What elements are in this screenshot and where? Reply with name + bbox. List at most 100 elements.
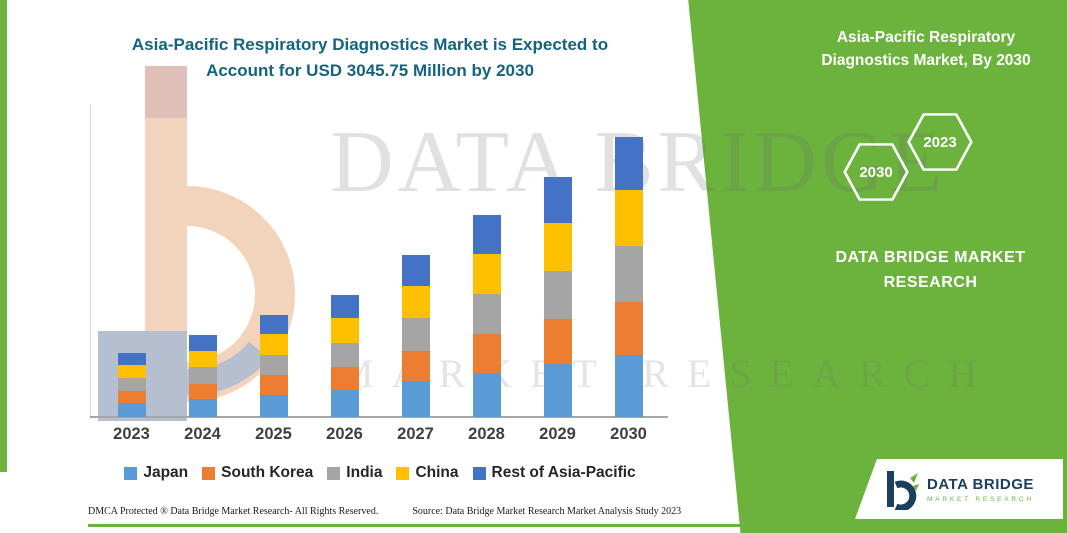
hexagon-year-label: 2030 bbox=[859, 163, 893, 181]
bar-segment-china bbox=[401, 285, 430, 319]
x-axis-line bbox=[90, 416, 668, 418]
legend-swatch-india bbox=[327, 466, 341, 480]
bar-segment-china bbox=[117, 365, 146, 379]
legend-label-china: China bbox=[415, 464, 459, 481]
x-axis-tick-labels: 2023 2024 2025 2026 2027 2028 2029 2030 bbox=[96, 425, 664, 444]
bar-segment-japan bbox=[614, 355, 643, 417]
legend-item-india: India bbox=[327, 464, 382, 482]
stacked-bar-2029 bbox=[543, 177, 572, 417]
stacked-bar-2027 bbox=[401, 255, 430, 417]
bar-segment-south-korea bbox=[330, 367, 359, 391]
bar-segment-south-korea bbox=[401, 350, 430, 382]
bottom-green-line bbox=[88, 524, 1067, 527]
legend-label-india: India bbox=[346, 464, 383, 481]
bar-segment-china bbox=[472, 253, 501, 294]
hexagon-badge-2030: 2030 bbox=[842, 142, 910, 202]
bar-segment-china bbox=[543, 222, 572, 271]
x-tick-label-2026: 2026 bbox=[326, 425, 363, 443]
bar-segment-south-korea bbox=[188, 383, 217, 399]
bar-segment-rest-of-asia-pacific bbox=[401, 255, 430, 286]
bar-segment-south-korea bbox=[543, 318, 572, 365]
legend-item-rest-of-asia-pacific: Rest of Asia-Pacific bbox=[472, 464, 636, 482]
legend-swatch-rest-of-asia-pacific bbox=[472, 466, 486, 480]
bar-segment-japan bbox=[401, 381, 430, 417]
bar-chart-columns bbox=[96, 137, 664, 417]
bar-column-2026 bbox=[309, 137, 380, 417]
bar-segment-south-korea bbox=[117, 390, 146, 403]
bar-segment-india bbox=[472, 293, 501, 335]
bar-segment-india bbox=[188, 367, 217, 384]
bar-segment-south-korea bbox=[472, 334, 501, 373]
bar-column-2023 bbox=[96, 137, 167, 417]
bar-segment-china bbox=[330, 318, 359, 343]
bar-column-2030 bbox=[593, 137, 664, 417]
legend-label-south-korea: South Korea bbox=[221, 464, 314, 481]
stacked-bar-2030 bbox=[614, 137, 643, 417]
bar-segment-india bbox=[543, 270, 572, 319]
x-tick-label-2028: 2028 bbox=[468, 425, 505, 443]
databridge-corner-logo: DATA BRIDGE MARKET RESEARCH bbox=[855, 459, 1063, 519]
legend-item-japan: Japan bbox=[124, 464, 188, 482]
bar-segment-china bbox=[188, 350, 217, 368]
x-tick-label-2027: 2027 bbox=[397, 425, 434, 443]
databridge-b-icon bbox=[887, 471, 919, 510]
x-tick-label-2029: 2029 bbox=[539, 425, 576, 443]
side-panel-brand-text: DATA BRIDGE MARKET RESEARCH bbox=[835, 249, 1026, 291]
bar-segment-rest-of-asia-pacific bbox=[117, 353, 146, 366]
bar-column-2029 bbox=[522, 137, 593, 417]
side-panel-heading: Asia-Pacific Respiratory Diagnostics Mar… bbox=[821, 29, 1031, 70]
legend-label-japan: Japan bbox=[143, 464, 189, 481]
legend-swatch-china bbox=[396, 466, 410, 480]
chart-title: Asia-Pacific Respiratory Diagnostics Mar… bbox=[131, 35, 609, 80]
footer: DMCA Protected ® Data Bridge Market Rese… bbox=[88, 506, 681, 517]
bar-segment-japan bbox=[188, 399, 217, 417]
hexagon-outline-icon bbox=[907, 113, 973, 171]
legend-swatch-south-korea bbox=[202, 466, 216, 480]
y-axis-line bbox=[90, 104, 91, 417]
source-note: Source: Data Bridge Market Research Mark… bbox=[412, 506, 682, 517]
hexagon-year-label: 2023 bbox=[923, 133, 957, 151]
logo-name: DATA BRIDGE bbox=[927, 475, 1034, 493]
legend-item-south-korea: South Korea bbox=[202, 464, 313, 482]
legend-item-china: China bbox=[396, 464, 459, 482]
bar-column-2028 bbox=[451, 137, 522, 417]
stacked-bar-2023 bbox=[117, 353, 146, 417]
stacked-bar-2026 bbox=[330, 295, 359, 417]
bar-segment-rest-of-asia-pacific bbox=[472, 215, 501, 254]
bar-segment-rest-of-asia-pacific bbox=[330, 295, 359, 319]
chart-legend: Japan South Korea India China Rest of Asia-P… bbox=[88, 464, 672, 482]
hexagon-outline-icon bbox=[843, 143, 909, 201]
bar-segment-japan bbox=[472, 372, 501, 417]
bar-segment-india bbox=[401, 318, 430, 351]
bar-segment-japan bbox=[543, 364, 572, 417]
bar-column-2024 bbox=[167, 137, 238, 417]
legend-swatch-japan bbox=[124, 466, 138, 480]
x-tick-label-2025: 2025 bbox=[255, 425, 292, 443]
watermark-text-marketresearch: MARKET RESEARCH bbox=[338, 351, 996, 396]
bar-segment-india bbox=[117, 378, 146, 391]
dmca-notice: DMCA Protected ® Data Bridge Market Rese… bbox=[88, 506, 379, 517]
bar-segment-rest-of-asia-pacific bbox=[259, 315, 288, 335]
bar-segment-south-korea bbox=[614, 302, 643, 356]
bar-segment-japan bbox=[259, 394, 288, 417]
bar-segment-japan bbox=[330, 390, 359, 417]
bar-segment-india bbox=[614, 246, 643, 303]
logo-subtitle: MARKET RESEARCH bbox=[927, 495, 1034, 503]
x-tick-label-2030: 2030 bbox=[610, 425, 647, 443]
bar-segment-rest-of-asia-pacific bbox=[543, 177, 572, 223]
stacked-bar-2025 bbox=[259, 315, 288, 417]
stacked-bar-2024 bbox=[188, 335, 217, 417]
bar-segment-india bbox=[330, 342, 359, 368]
legend-label-rest-of-asia-pacific: Rest of Asia-Pacific bbox=[491, 464, 636, 481]
bar-segment-south-korea bbox=[259, 375, 288, 395]
x-tick-label-2023: 2023 bbox=[113, 425, 150, 443]
bar-segment-china bbox=[614, 190, 643, 247]
bar-segment-china bbox=[259, 334, 288, 355]
x-tick-label-2024: 2024 bbox=[184, 425, 221, 443]
left-green-stripe bbox=[0, 0, 7, 472]
bar-segment-japan bbox=[117, 402, 146, 417]
bar-segment-rest-of-asia-pacific bbox=[188, 335, 217, 351]
bar-segment-rest-of-asia-pacific bbox=[614, 137, 643, 191]
